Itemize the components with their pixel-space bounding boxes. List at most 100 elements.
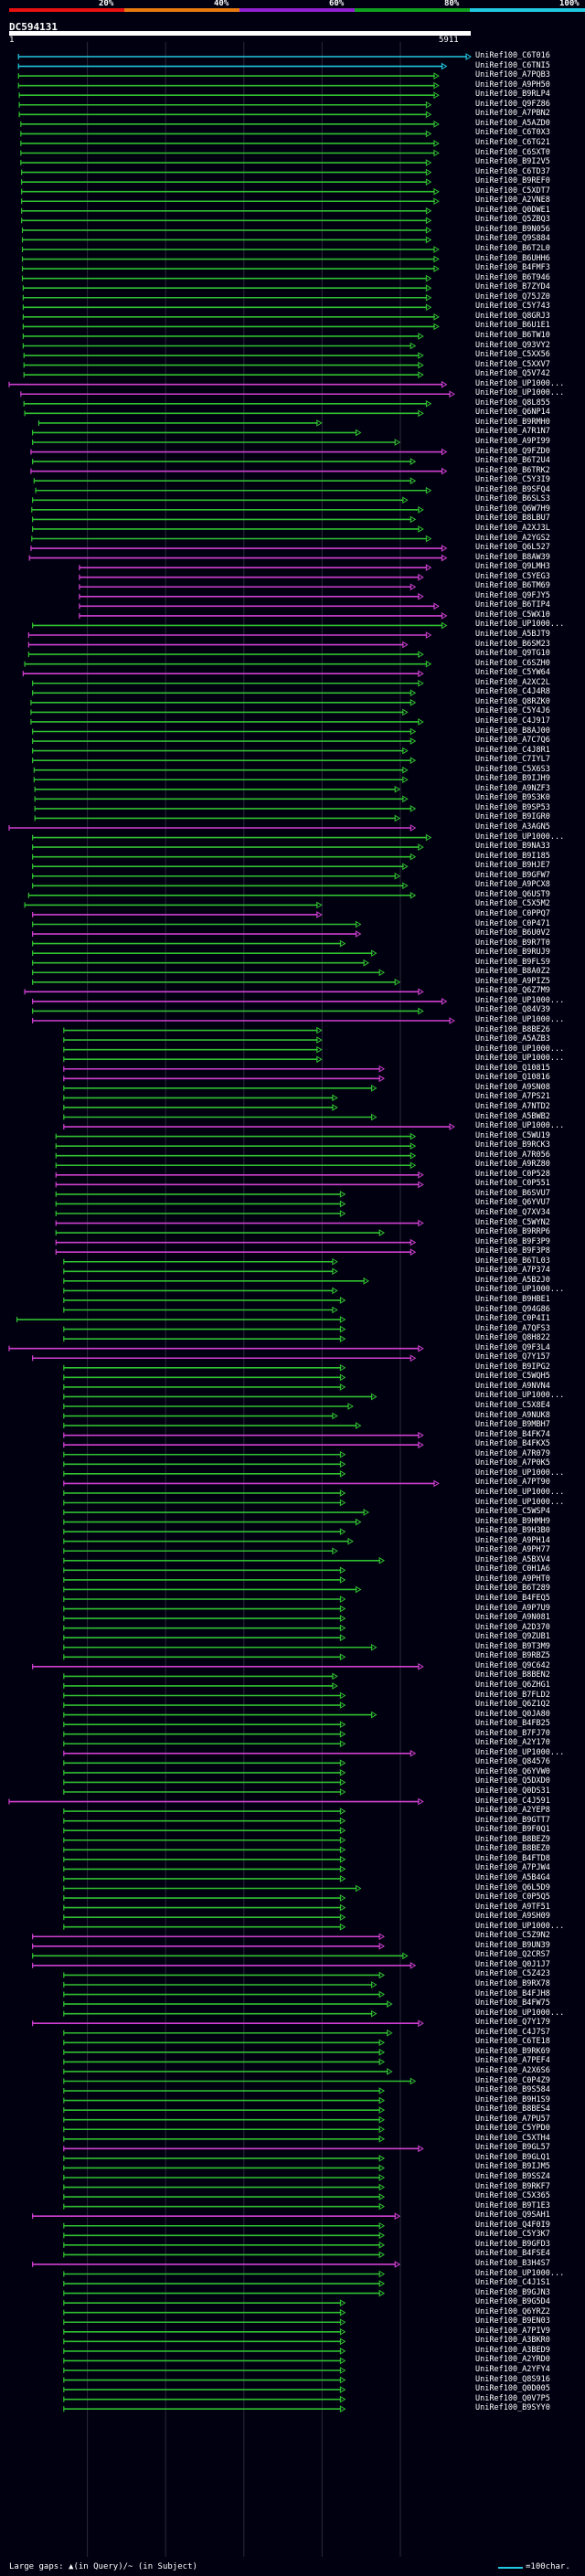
hit-label[interactable]: UniRef100_B4FJH8 — [475, 1988, 550, 1998]
hit-label[interactable]: UniRef100_A9PIZ5 — [475, 976, 550, 986]
hit-label[interactable]: UniRef100_UP1000... — [475, 1044, 565, 1054]
hit-label[interactable]: UniRef100_B4FW75 — [475, 1998, 550, 2009]
hit-label[interactable]: UniRef100_C5X365 — [475, 2191, 550, 2201]
hit-label[interactable]: UniRef100_Q9FZ86 — [475, 99, 550, 109]
hit-label[interactable]: UniRef100_B9RLP4 — [475, 90, 550, 100]
hit-label[interactable]: UniRef100_A9PI99 — [475, 437, 550, 446]
hit-label[interactable]: UniRef100_A5BWB2 — [475, 1111, 550, 1121]
hit-label[interactable]: UniRef100_B9IJM5 — [475, 2162, 550, 2172]
hit-label[interactable]: UniRef100_B9NA33 — [475, 842, 550, 852]
hit-label[interactable]: UniRef100_UP1000... — [475, 388, 565, 398]
hit-label[interactable]: UniRef100_C5WX10 — [475, 610, 550, 620]
hit-label[interactable]: UniRef100_B9SP53 — [475, 802, 550, 812]
hit-label[interactable]: UniRef100_Q5ZBQ3 — [475, 215, 550, 225]
hit-label[interactable]: UniRef100_C4J8R1 — [475, 745, 550, 755]
hit-label[interactable]: UniRef100_A5BJT9 — [475, 630, 550, 639]
hit-label[interactable]: UniRef100_B6SVU7 — [475, 1188, 550, 1198]
hit-label[interactable]: UniRef100_Q6Z1Q2 — [475, 1700, 550, 1710]
hit-label[interactable]: UniRef100_A9RZ80 — [475, 1160, 550, 1170]
hit-label[interactable]: UniRef100_C5XXV7 — [475, 359, 550, 369]
hit-label[interactable]: UniRef100_C6T016 — [475, 51, 550, 60]
hit-label[interactable]: UniRef100_C0H1A6 — [475, 1564, 550, 1574]
hit-label[interactable]: UniRef100_B4FMF3 — [475, 263, 550, 273]
hit-label[interactable]: UniRef100_A9NVN4 — [475, 1381, 550, 1391]
hit-label[interactable]: UniRef100_Q6L5D9 — [475, 1882, 550, 1892]
hit-label[interactable]: UniRef100_C0P471 — [475, 918, 550, 928]
hit-label[interactable]: UniRef100_C5XX56 — [475, 350, 550, 360]
hit-label[interactable]: UniRef100_Q7Y179 — [475, 2018, 550, 2028]
hit-label[interactable]: UniRef100_Q0J1J7 — [475, 1959, 550, 1969]
hit-label[interactable]: UniRef100_A7PEF4 — [475, 2056, 550, 2066]
hit-label[interactable]: UniRef100_C0PPQ7 — [475, 908, 550, 918]
hit-label[interactable]: UniRef100_Q0DS31 — [475, 1786, 550, 1796]
hit-label[interactable]: UniRef100_B4FEQ5 — [475, 1594, 550, 1603]
hit-label[interactable]: UniRef100_UP1000... — [475, 1015, 565, 1024]
hit-label[interactable]: UniRef100_B9GL57 — [475, 2143, 550, 2153]
hit-label[interactable]: UniRef100_C4J591 — [475, 1796, 550, 1806]
hit-label[interactable]: UniRef100_B9GLQ1 — [475, 2152, 550, 2162]
hit-label[interactable]: UniRef100_Q84576 — [475, 1757, 550, 1767]
hit-label[interactable]: UniRef100_A3BKR0 — [475, 2336, 550, 2346]
hit-label[interactable]: UniRef100_UP1000... — [475, 1497, 565, 1507]
hit-label[interactable]: UniRef100_A2YRD0 — [475, 2355, 550, 2365]
hit-label[interactable]: UniRef100_A9N081 — [475, 1613, 550, 1623]
hit-label[interactable]: UniRef100_B4FK74 — [475, 1429, 550, 1439]
hit-label[interactable]: UniRef100_B8BEZ9 — [475, 1834, 550, 1844]
hit-label[interactable]: UniRef100_UP1000... — [475, 2008, 565, 2018]
hit-label[interactable]: UniRef100_Q9C642 — [475, 1660, 550, 1670]
hit-label[interactable]: UniRef100_A2YEP8 — [475, 1806, 550, 1816]
hit-label[interactable]: UniRef100_A9PH14 — [475, 1535, 550, 1545]
hit-label[interactable]: UniRef100_Q9F3L4 — [475, 1342, 550, 1352]
hit-label[interactable]: UniRef100_C0P528 — [475, 1169, 550, 1179]
hit-label[interactable]: UniRef100_B3H4S7 — [475, 2258, 550, 2268]
hit-label[interactable]: UniRef100_Q75JZ0 — [475, 292, 550, 302]
hit-label[interactable]: UniRef100_B4FTD8 — [475, 1853, 550, 1863]
hit-label[interactable]: UniRef100_B9I2V5 — [475, 157, 550, 167]
hit-label[interactable]: UniRef100_UP1000... — [475, 995, 565, 1005]
hit-label[interactable]: UniRef100_B9T3M9 — [475, 1641, 550, 1651]
hit-label[interactable]: UniRef100_C6TNI5 — [475, 60, 550, 70]
hit-label[interactable]: UniRef100_A9PH77 — [475, 1545, 550, 1555]
hit-label[interactable]: UniRef100_Q8H822 — [475, 1333, 550, 1343]
hit-label[interactable]: UniRef100_A2X6S6 — [475, 2065, 550, 2075]
hit-label[interactable]: UniRef100_A7R1N7 — [475, 427, 550, 437]
hit-label[interactable]: UniRef100_C5X6S3 — [475, 764, 550, 774]
hit-label[interactable]: UniRef100_B6T2L0 — [475, 244, 550, 253]
hit-label[interactable]: UniRef100_Q4F0I9 — [475, 2220, 550, 2230]
hit-label[interactable]: UniRef100_A7PS21 — [475, 1092, 550, 1102]
hit-label[interactable]: UniRef100_C6SZH0 — [475, 658, 550, 668]
hit-label[interactable]: UniRef100_Q6ZHG1 — [475, 1680, 550, 1690]
hit-label[interactable]: UniRef100_C5Y743 — [475, 302, 550, 312]
hit-label[interactable]: UniRef100_B9R7T0 — [475, 938, 550, 948]
hit-label[interactable]: UniRef100_A9TF51 — [475, 1902, 550, 1912]
hit-label[interactable]: UniRef100_B6T289 — [475, 1584, 550, 1594]
hit-label[interactable]: UniRef100_B9RKF7 — [475, 2181, 550, 2191]
hit-label[interactable]: UniRef100_A9SH09 — [475, 1912, 550, 1922]
hit-label[interactable]: UniRef100_UP1000... — [475, 2268, 565, 2278]
hit-label[interactable]: UniRef100_A5B4G4 — [475, 1872, 550, 1882]
hit-label[interactable]: UniRef100_A9NUK8 — [475, 1410, 550, 1420]
hit-label[interactable]: UniRef100_C0P4Z9 — [475, 2075, 550, 2085]
hit-label[interactable]: UniRef100_C5XTH4 — [475, 2133, 550, 2143]
hit-label[interactable]: UniRef100_C0P5Q5 — [475, 1892, 550, 1903]
hit-label[interactable]: UniRef100_A7QFS3 — [475, 1323, 550, 1333]
hit-label[interactable]: UniRef100_C4J7S7 — [475, 2027, 550, 2037]
hit-label[interactable]: UniRef100_B6TIP4 — [475, 600, 550, 610]
hit-label[interactable]: UniRef100_B9SYY0 — [475, 2403, 550, 2413]
hit-label[interactable]: UniRef100_Q6Z7M9 — [475, 986, 550, 996]
hit-label[interactable]: UniRef100_A7PT90 — [475, 1478, 550, 1488]
hit-label[interactable]: UniRef100_A9NZF3 — [475, 783, 550, 793]
hit-label[interactable]: UniRef100_A5BXV4 — [475, 1554, 550, 1564]
hit-label[interactable]: UniRef100_Q6YVU7 — [475, 1198, 550, 1208]
hit-label[interactable]: UniRef100_B9REF0 — [475, 176, 550, 186]
hit-label[interactable]: UniRef100_UP1000... — [475, 832, 565, 842]
hit-label[interactable]: UniRef100_B8BEN2 — [475, 1670, 550, 1680]
hit-label[interactable]: UniRef100_B9RMH0 — [475, 417, 550, 427]
hit-label[interactable]: UniRef100_A2YFY4 — [475, 2365, 550, 2374]
hit-label[interactable]: UniRef100_Q0DWE1 — [475, 205, 550, 215]
hit-label[interactable]: UniRef100_Q7Y157 — [475, 1352, 550, 1362]
hit-label[interactable]: UniRef100_Q9FJY5 — [475, 590, 550, 600]
hit-label[interactable]: UniRef100_A3AGN5 — [475, 822, 550, 832]
hit-label[interactable]: UniRef100_Q6W7H9 — [475, 504, 550, 514]
hit-label[interactable]: UniRef100_Q8RZK0 — [475, 696, 550, 706]
